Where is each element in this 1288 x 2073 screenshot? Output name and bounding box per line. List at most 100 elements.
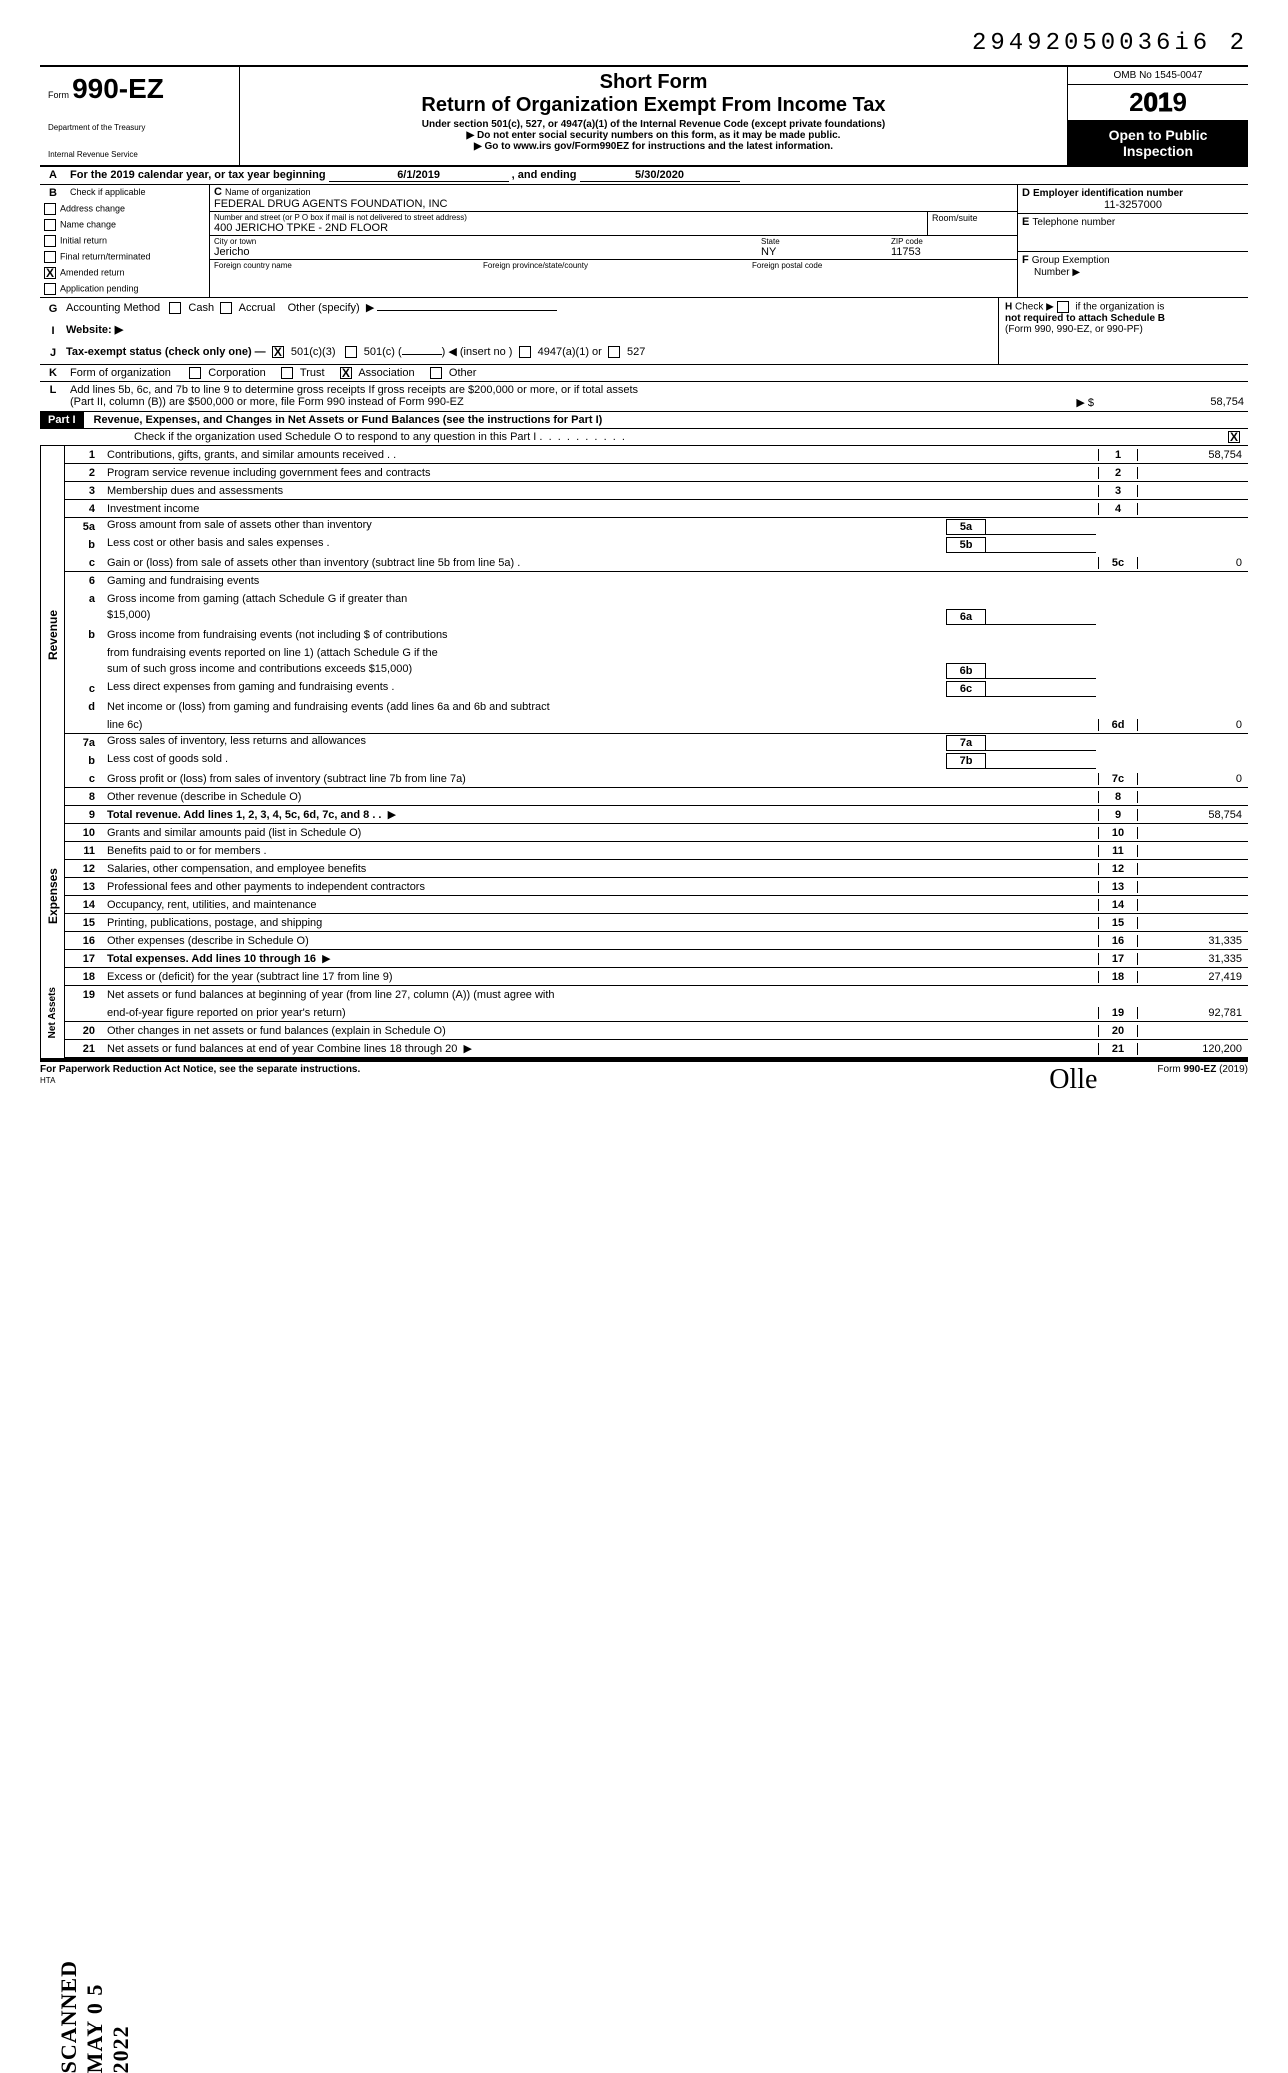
amt-val: 27,419 [1138,971,1248,983]
line-15: 15 Printing, publications, postage, and … [65,914,1248,932]
line-1: 1 Contributions, gifts, grants, and simi… [65,446,1248,464]
chk-amended-return[interactable] [44,267,56,279]
line-desc: Membership dues and assessments [105,484,1098,498]
section-h-letter: H [1005,302,1012,313]
line-13: 13 Professional fees and other payments … [65,878,1248,896]
opt-address: Address change [60,203,125,213]
line-5a: 5a Gross amount from sale of assets othe… [65,518,1248,536]
line-desc: Grants and similar amounts paid (list in… [105,826,1098,840]
chk-association[interactable] [340,367,352,379]
line-num: 18 [65,971,105,983]
amt-label: 12 [1098,863,1138,875]
org-name: FEDERAL DRUG AGENTS FOUNDATION, INC [214,198,447,210]
line-3: 3 Membership dues and assessments 3 [65,482,1248,500]
revenue-section: Revenue 1 Contributions, gifts, grants, … [40,446,1248,824]
chk-501c3[interactable] [272,346,284,358]
subtitle-url: ▶ Go to www.irs gov/Form990EZ for instru… [250,141,1057,152]
line-b: b Less cost or other basis and sales exp… [65,536,1248,554]
line-num: 1 [65,449,105,461]
section-k-letter: K [40,365,66,381]
line-num: 11 [65,845,105,857]
line-num: 17 [65,953,105,965]
line-12: 12 Salaries, other compensation, and emp… [65,860,1248,878]
amt-label: 17 [1098,953,1138,965]
line-20: 20 Other changes in net assets or fund b… [65,1022,1248,1040]
l-value: 58,754 [1134,396,1244,409]
h-check-label: Check ▶ [1015,302,1054,313]
line-num: 4 [65,503,105,515]
l-arrow: ▶ $ [1076,396,1134,409]
chk-other-form[interactable] [430,367,442,379]
section-l-letter: L [40,382,66,411]
line-desc: Program service revenue including govern… [105,466,1098,480]
line-desc: Printing, publications, postage, and shi… [105,916,1098,930]
line-num: 10 [65,827,105,839]
expenses-section: Expenses 10 Grants and similar amounts p… [40,824,1248,968]
chk-schedule-o[interactable] [1228,431,1240,443]
form-header: Form 990-EZ Department of the Treasury I… [40,65,1248,167]
line-c: c Gain or (loss) from sale of assets oth… [65,554,1248,572]
line-num: c [65,773,105,785]
section-i-letter: I [40,323,66,339]
line-b: b Less cost of goods sold . 7b [65,752,1248,770]
line-desc: Gross profit or (loss) from sales of inv… [105,772,1098,786]
amt-label: 2 [1098,467,1138,479]
h-text1: if the organization is [1075,302,1164,313]
amt-val: 0 [1138,773,1248,785]
chk-501c[interactable] [345,346,357,358]
scanned-stamp: SCANNED MAY 0 5 2022 [56,1960,134,2073]
tracking-number: 29492050036i6 2 [40,30,1248,57]
line-desc: Benefits paid to or for members . [105,844,1098,858]
opt-other-specify: Other (specify) [288,302,360,314]
line-desc: Professional fees and other payments to … [105,880,1098,894]
line-desc: Gain or (loss) from sale of assets other… [105,556,1098,570]
subtitle-ssn: ▶ Do not enter social security numbers o… [250,130,1057,141]
chk-cash[interactable] [169,302,181,314]
city-label: City or town [214,237,753,246]
website-label: Website: ▶ [66,323,123,339]
chk-4947[interactable] [519,346,531,358]
line-num: 14 [65,899,105,911]
expenses-side-label: Expenses [46,868,60,924]
line-17: 17 Total expenses. Add lines 10 through … [65,950,1248,968]
amt-label: 20 [1098,1025,1138,1037]
chk-final-return[interactable] [44,251,56,263]
amt-label: 7c [1098,773,1138,785]
line-num: 16 [65,935,105,947]
group-exemption-label: Group Exemption [1032,255,1110,266]
line-desc: Total expenses. Add lines 10 through 16 … [105,951,1098,966]
chk-address-change[interactable] [44,203,56,215]
line-num: 9 [65,809,105,821]
amt-label: 11 [1098,845,1138,857]
line-desc: Investment income [105,502,1098,516]
chk-application-pending[interactable] [44,283,56,295]
chk-527[interactable] [608,346,620,358]
foreign-province-label: Foreign province/state/county [479,260,748,271]
line-7a: 7a Gross sales of inventory, less return… [65,734,1248,752]
amt-label: 3 [1098,485,1138,497]
section-f-letter: F [1022,254,1029,266]
signature-initials: Olle [1049,1064,1097,1096]
line-14: 14 Occupancy, rent, utilities, and maint… [65,896,1248,914]
amt-label: 14 [1098,899,1138,911]
chk-schedule-b[interactable] [1057,301,1069,313]
amt-label: 4 [1098,503,1138,515]
line-num: 8 [65,791,105,803]
line-desc: Excess or (deficit) for the year (subtra… [105,970,1098,984]
chk-accrual[interactable] [220,302,232,314]
opt-trust: Trust [300,367,325,379]
chk-name-change[interactable] [44,219,56,231]
amt-label: 13 [1098,881,1138,893]
chk-corporation[interactable] [189,367,201,379]
chk-initial-return[interactable] [44,235,56,247]
line-desc: Other revenue (describe in Schedule O) [105,790,1098,804]
section-d-letter: D [1022,187,1030,199]
period-begin: 6/1/2019 [329,169,509,182]
section-b-letter: B [40,185,66,201]
open-to-public: Open to Public [1072,127,1244,143]
line-desc: Contributions, gifts, grants, and simila… [105,448,1098,462]
chk-trust[interactable] [281,367,293,379]
amt-label: 21 [1098,1043,1138,1055]
opt-final: Final return/terminated [60,251,151,261]
opt-app-pending: Application pending [60,283,139,293]
